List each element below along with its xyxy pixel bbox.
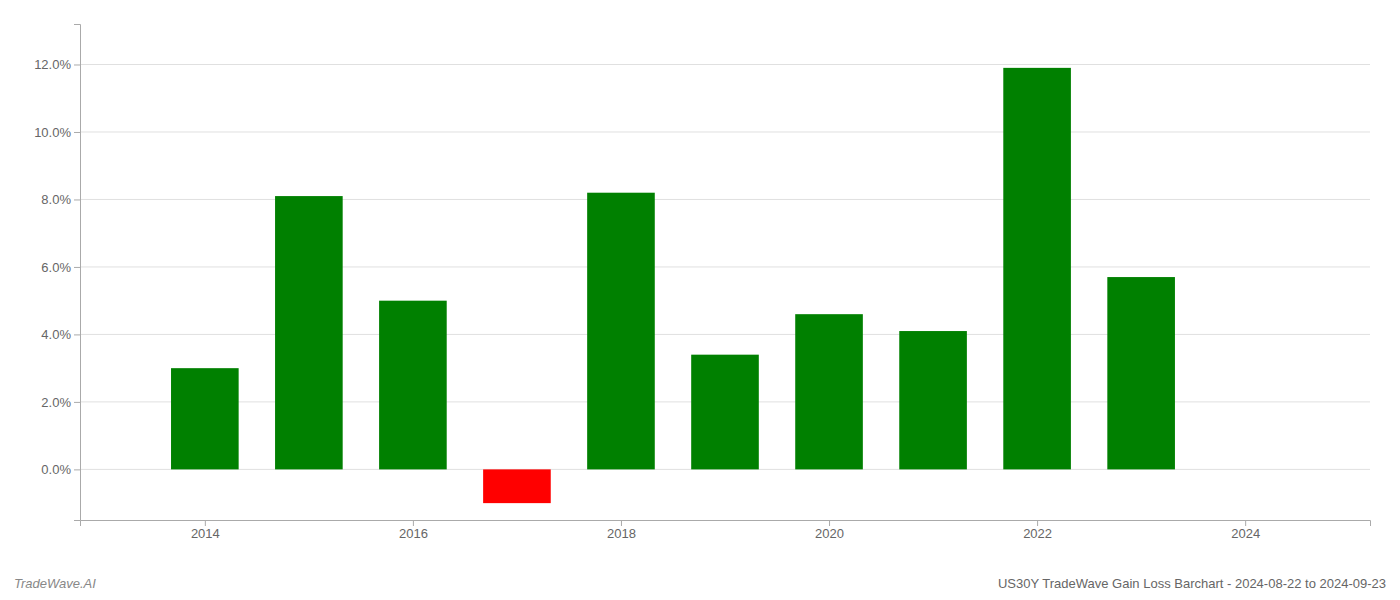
x-tick-label: 2024 [1231,526,1260,541]
y-tick-label: 2.0% [41,395,71,410]
chart: 0.0%2.0%4.0%6.0%8.0%10.0%12.0%2014201620… [0,0,1400,600]
grid [80,64,1370,469]
x-tick: 2024 [1231,520,1260,541]
bars [171,68,1175,503]
bar [1003,68,1071,470]
x-axis-line [81,521,1371,527]
watermark: TradeWave.AI [14,576,96,591]
y-tick-mark [74,199,80,200]
grid-line [80,64,1370,65]
grid-line [80,131,1370,132]
x-tick-mark [1245,520,1246,526]
y-tick: 12.0% [34,57,80,72]
bar [275,196,343,469]
bar [795,314,863,469]
x-tick-label: 2014 [191,526,220,541]
x-tick-label: 2020 [815,526,844,541]
y-tick-label: 8.0% [41,192,71,207]
y-tick-mark [74,267,80,268]
y-tick: 4.0% [41,327,80,342]
y-tick: 6.0% [41,260,80,275]
x-tick-label: 2016 [399,526,428,541]
y-tick-label: 0.0% [41,462,71,477]
bar [587,193,655,470]
x-tick: 2018 [607,520,636,541]
y-tick: 0.0% [41,462,80,477]
x-tick-mark [205,520,206,526]
bar [379,301,447,470]
x-axis: 2014 2016 2018 2020 2022 2024 [81,520,1371,541]
y-tick-mark [74,64,80,65]
bar [899,331,967,469]
x-tick-mark [621,520,622,526]
bar [691,355,759,470]
x-tick-mark [1037,520,1038,526]
x-tick-label: 2022 [1023,526,1052,541]
y-tick-mark [74,132,80,133]
x-tick: 2020 [815,520,844,541]
x-tick: 2014 [191,520,220,541]
y-axis-line [74,25,81,521]
grid-line [80,266,1370,267]
bar [483,469,551,503]
bar [171,368,239,469]
y-axis: 0.0% 2.0% 4.0% 6.0% 8.0% 10.0% 12.0% [34,25,80,521]
y-tick: 2.0% [41,395,80,410]
x-tick: 2016 [399,520,428,541]
plot: 0.0%2.0%4.0%6.0%8.0%10.0%12.0%2014201620… [34,25,1370,542]
y-tick-label: 12.0% [34,57,71,72]
y-tick-label: 4.0% [41,327,71,342]
y-tick-label: 6.0% [41,260,71,275]
y-tick-mark [74,469,80,470]
y-tick: 10.0% [34,125,80,140]
grid-line [80,334,1370,335]
x-tick-label: 2018 [607,526,636,541]
x-tick-mark [413,520,414,526]
title: US30Y TradeWave Gain Loss Barchart - 202… [998,576,1386,591]
y-tick-mark [74,334,80,335]
y-tick-mark [74,402,80,403]
y-tick-label: 10.0% [34,125,71,140]
x-tick: 2022 [1023,520,1052,541]
grid-line [80,199,1370,200]
y-tick: 8.0% [41,192,80,207]
bar [1107,277,1175,469]
x-tick-mark [829,520,830,526]
